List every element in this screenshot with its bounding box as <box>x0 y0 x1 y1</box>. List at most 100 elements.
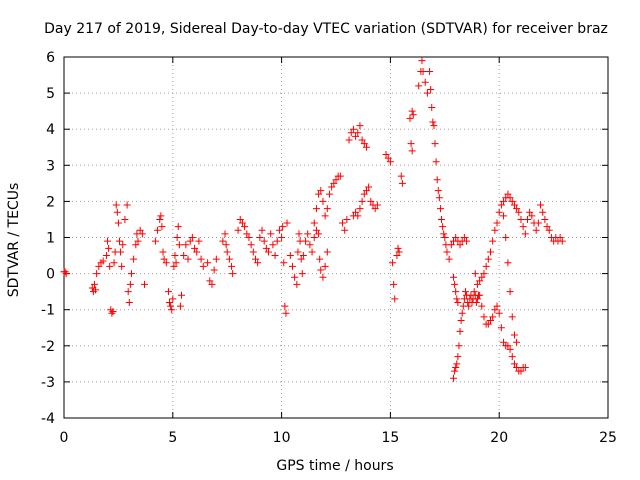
data-point <box>283 219 291 227</box>
data-point <box>347 129 355 137</box>
data-point <box>358 197 366 205</box>
data-point <box>434 187 442 195</box>
data-point <box>332 176 340 184</box>
data-point <box>219 237 227 245</box>
data-point <box>382 150 390 158</box>
data-point <box>373 201 381 209</box>
x-tick-label: 5 <box>168 430 177 446</box>
data-point <box>186 237 194 245</box>
y-tick-label: 2 <box>46 194 55 210</box>
data-point <box>208 280 216 288</box>
data-point <box>171 252 179 260</box>
data-point <box>354 212 362 220</box>
data-point <box>362 143 370 151</box>
data-point <box>115 237 123 245</box>
data-point <box>406 114 414 122</box>
data-point <box>312 205 320 213</box>
data-point <box>427 85 435 93</box>
data-point <box>308 248 316 256</box>
data-point <box>160 255 168 263</box>
data-point <box>390 280 398 288</box>
data-point <box>182 241 190 249</box>
grid-lines <box>64 57 608 418</box>
data-point <box>421 78 429 86</box>
y-axis-label: SDTVAR / TECUs <box>6 183 22 298</box>
data-point <box>495 309 503 317</box>
data-point <box>513 338 521 346</box>
data-point <box>504 259 512 267</box>
data-point <box>175 241 183 249</box>
y-tick-label: 1 <box>46 231 55 247</box>
data-point <box>90 280 98 288</box>
data-point <box>472 298 480 306</box>
data-point <box>199 262 207 270</box>
data-point <box>398 179 406 187</box>
data-point <box>223 248 231 256</box>
data-point <box>558 237 566 245</box>
data-point <box>249 248 257 256</box>
data-point <box>386 158 394 166</box>
data-point <box>430 122 438 130</box>
data-point <box>151 237 159 245</box>
data-point <box>480 270 488 278</box>
data-point <box>260 237 268 245</box>
data-point <box>528 212 536 220</box>
data-point <box>95 262 103 270</box>
data-point <box>167 302 175 310</box>
data-point <box>360 140 368 148</box>
y-tick-label: -1 <box>41 303 55 319</box>
data-point <box>154 226 162 234</box>
data-point <box>112 201 120 209</box>
data-point <box>109 308 117 316</box>
data-point <box>454 298 462 306</box>
data-point <box>480 313 488 321</box>
data-point <box>349 125 357 133</box>
data-point <box>356 205 364 213</box>
data-point <box>174 223 182 231</box>
data-point <box>281 302 289 310</box>
data-point <box>61 268 69 276</box>
data-point <box>433 176 441 184</box>
data-point <box>312 226 320 234</box>
data-point <box>157 212 165 220</box>
data-point <box>513 205 521 213</box>
data-point <box>539 208 547 216</box>
data-point <box>500 338 508 346</box>
data-point <box>506 194 514 202</box>
x-tick-label: 25 <box>599 430 617 446</box>
data-point <box>545 226 553 234</box>
data-point <box>262 244 270 252</box>
data-point <box>225 255 233 263</box>
data-point <box>172 259 180 267</box>
x-axis-label: GPS time / hours <box>276 458 393 474</box>
data-point <box>295 230 303 238</box>
data-point <box>510 201 518 209</box>
data-point <box>356 122 364 130</box>
data-point <box>280 259 288 267</box>
data-point <box>504 190 512 198</box>
data-point <box>454 353 462 361</box>
data-point <box>534 219 542 227</box>
data-point <box>241 223 249 231</box>
data-point <box>407 140 415 148</box>
data-point <box>415 82 423 90</box>
data-point <box>517 367 525 375</box>
data-point <box>456 241 464 249</box>
y-tick-label: 6 <box>46 50 55 66</box>
data-point <box>306 241 314 249</box>
data-point <box>486 248 494 256</box>
data-point <box>304 230 312 238</box>
data-point <box>497 324 505 332</box>
data-point <box>316 255 324 263</box>
data-point <box>367 197 375 205</box>
data-point <box>228 262 236 270</box>
data-point <box>92 286 100 294</box>
data-point <box>489 313 497 321</box>
data-point <box>319 273 327 281</box>
data-point <box>408 147 416 155</box>
axis-ticks: 0 5 10 15 20 25 -4 -3 -2 -1 0 1 2 3 4 5 6 <box>41 50 617 446</box>
data-point <box>159 248 167 256</box>
data-point <box>354 129 362 137</box>
data-point <box>447 241 455 249</box>
data-point <box>500 212 508 220</box>
